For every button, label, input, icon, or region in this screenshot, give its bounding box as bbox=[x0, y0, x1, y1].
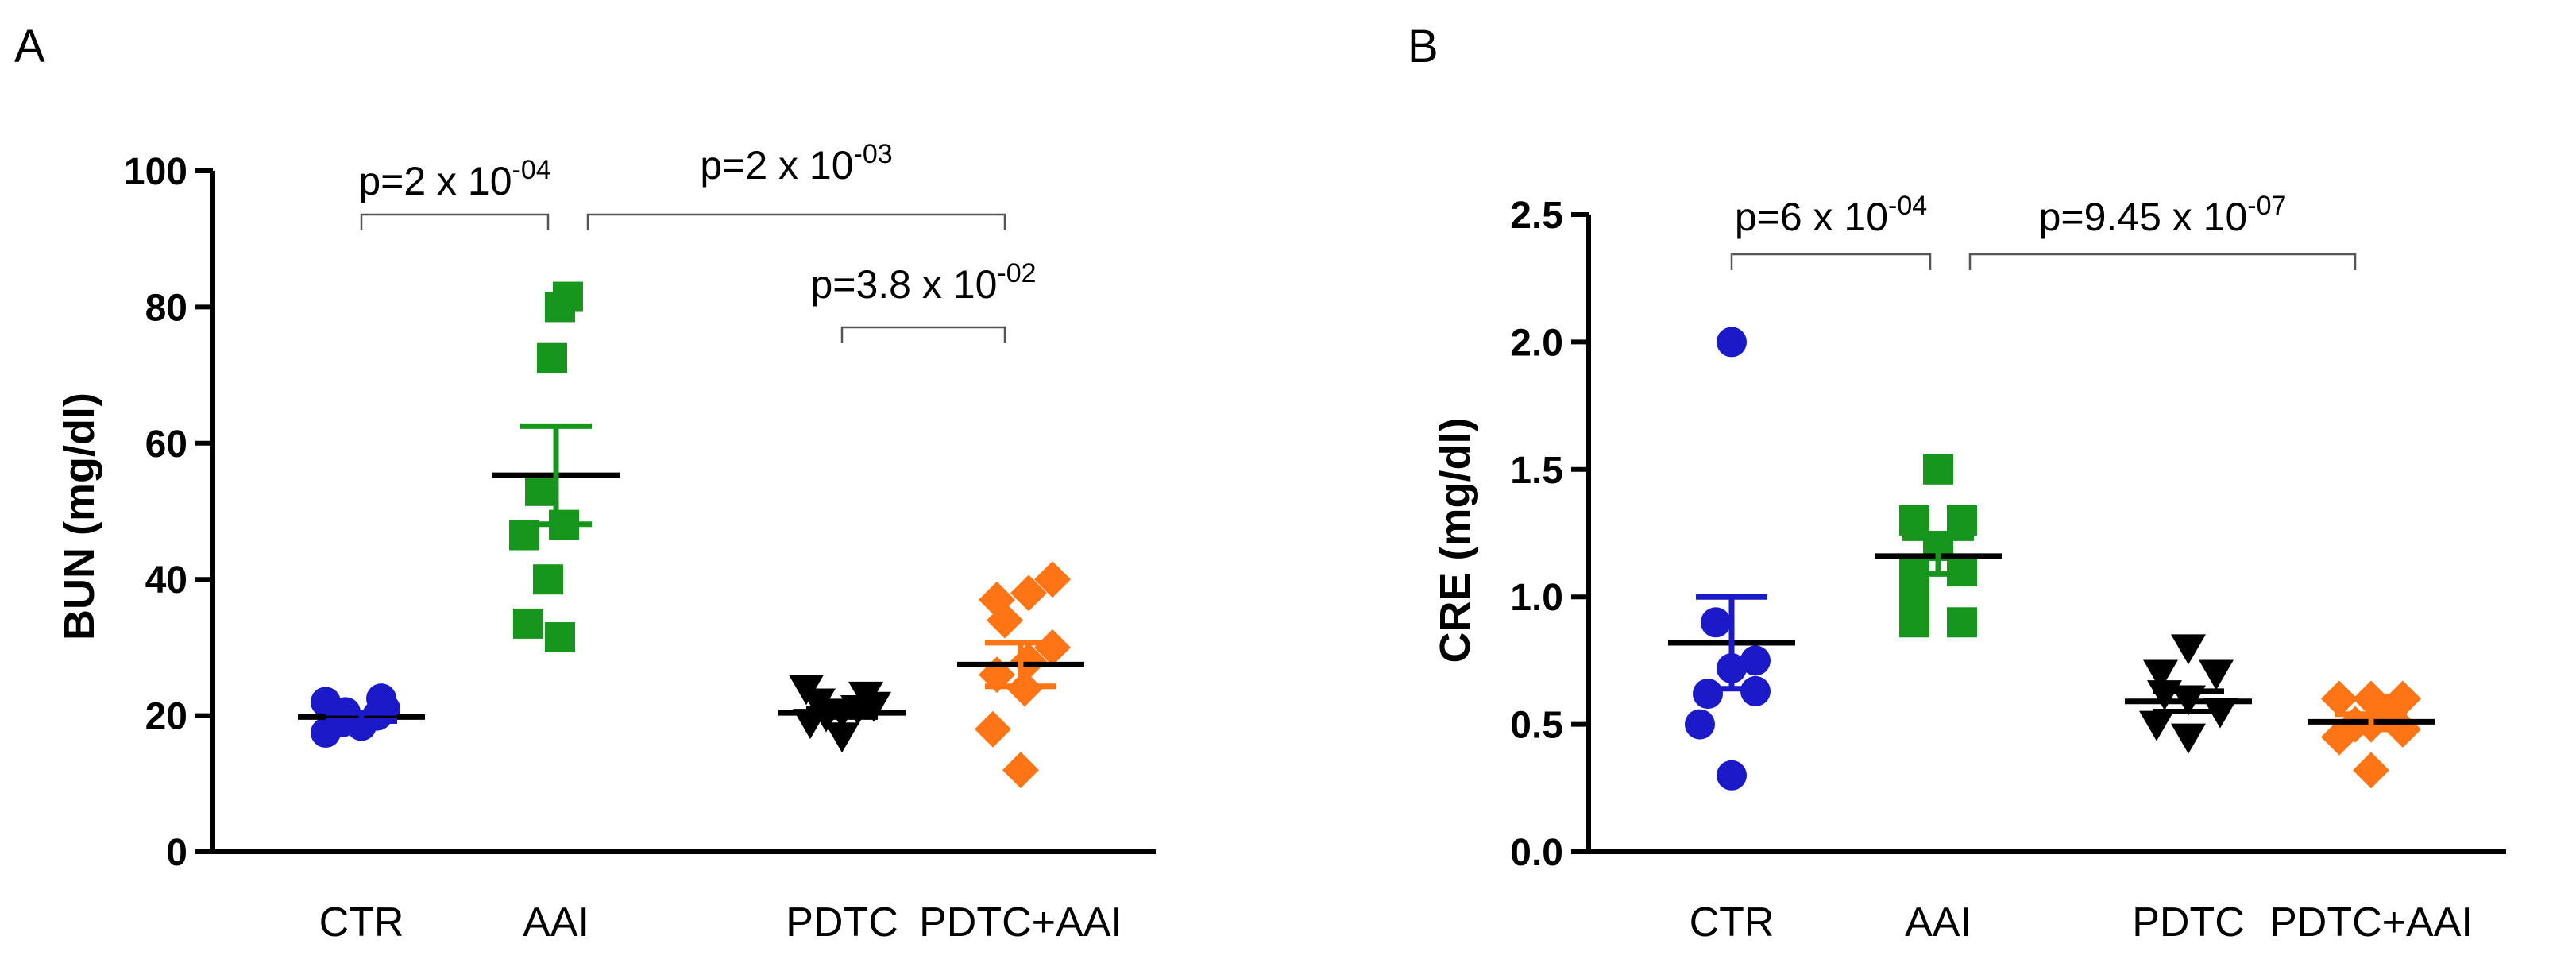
panel-label-b: B bbox=[1408, 21, 1439, 72]
x-tick-label-aai: AAI bbox=[523, 899, 589, 946]
data-point-aai bbox=[1947, 607, 1977, 638]
significance-bracket bbox=[840, 326, 1006, 343]
panel-b: B 0.0 0.5 1.0 1.5 2.0 2.5 CRE (mg/dl) CTR AAI PDT… bbox=[1408, 21, 2506, 946]
data-point-ctr bbox=[1693, 679, 1723, 710]
data-point-pdtc-aai bbox=[1002, 752, 1039, 789]
x-tick-label-pdtc-aai: PDTC+AAI bbox=[919, 899, 1122, 946]
p-value-label: p=2 x 10-04 bbox=[358, 155, 550, 203]
data-point-aai bbox=[545, 622, 575, 653]
data-point-aai bbox=[525, 475, 555, 506]
y-tick-label: 80 bbox=[145, 287, 187, 329]
y-tick-label: 100 bbox=[124, 151, 187, 193]
x-tick-label-ctr: CTR bbox=[319, 899, 404, 946]
y-axis-label: BUN (mg/dl) bbox=[56, 393, 103, 640]
data-point-pdtc-aai bbox=[979, 581, 1015, 618]
y-axis-label: CRE (mg/dl) bbox=[1431, 418, 1479, 663]
panel-a: A 0 20 40 60 80 100 BUN (mg/dl) CTR AAI PDTC PDTC+… bbox=[14, 21, 1156, 946]
p-value-label: p=2 x 10-03 bbox=[700, 139, 892, 188]
data-point-aai bbox=[533, 564, 563, 595]
x-tick-label-pdtc-aai: PDTC+AAI bbox=[2269, 899, 2473, 946]
y-tick-label: 20 bbox=[145, 696, 187, 738]
y-tick-label: 60 bbox=[145, 424, 187, 466]
significance-bracket bbox=[586, 213, 1006, 230]
y-tick-label: 2.0 bbox=[1510, 322, 1563, 364]
panel-label-a: A bbox=[14, 21, 45, 72]
data-point-pdtc bbox=[2171, 723, 2206, 754]
x-tick-label-ctr: CTR bbox=[1690, 899, 1775, 946]
y-tick-label: 40 bbox=[145, 559, 187, 601]
p-value-label: p=9.45 x 10-07 bbox=[2039, 191, 2287, 239]
data-point-ctr bbox=[1740, 645, 1771, 676]
significance-bracket bbox=[1730, 253, 1932, 270]
y-tick-label: 0.5 bbox=[1510, 705, 1563, 747]
data-point-ctr bbox=[1685, 709, 1715, 740]
data-point-pdtc-aai bbox=[2385, 680, 2421, 718]
data-point-aai bbox=[1947, 505, 1977, 536]
data-point-pdtc-aai bbox=[1034, 629, 1071, 666]
data-point-pdtc bbox=[825, 722, 859, 753]
data-point-pdtc-aai bbox=[1010, 574, 1047, 612]
data-point-pdtc-aai bbox=[2321, 680, 2358, 718]
data-point-aai bbox=[1899, 505, 1929, 536]
data-point-aai bbox=[1923, 454, 1953, 485]
data-point-ctr bbox=[1717, 760, 1747, 791]
data-point-pdtc-aai bbox=[2353, 680, 2389, 718]
data-point-pdtc bbox=[789, 675, 824, 706]
data-point-ctr bbox=[311, 687, 341, 718]
data-point-aai bbox=[537, 342, 567, 373]
p-value-label: p=3.8 x 10-02 bbox=[810, 258, 1036, 307]
data-point-aai bbox=[513, 608, 543, 639]
data-point-pdtc bbox=[848, 681, 883, 712]
data-point-ctr bbox=[366, 683, 396, 714]
data-point-ctr bbox=[1701, 607, 1731, 638]
y-tick-label: 0 bbox=[166, 832, 187, 874]
data-point-pdtc-aai bbox=[2353, 752, 2389, 789]
y-tick-label: 1.5 bbox=[1510, 450, 1563, 492]
x-tick-label-pdtc: PDTC bbox=[2132, 899, 2245, 946]
y-tick-label: 0.0 bbox=[1510, 832, 1563, 874]
data-point-aai bbox=[1899, 582, 1929, 613]
data-point-pdtc-aai bbox=[975, 710, 1011, 748]
data-point-aai bbox=[553, 281, 583, 312]
y-tick-label: 2.5 bbox=[1510, 195, 1563, 237]
significance-bracket bbox=[1968, 253, 2357, 270]
data-point-pdtc bbox=[2139, 710, 2174, 741]
data-point-pdtc-aai bbox=[1034, 561, 1071, 598]
p-value-label: p=6 x 10-04 bbox=[1735, 191, 1927, 239]
data-point-pdtc bbox=[2147, 680, 2182, 711]
data-point-pdtc bbox=[2199, 659, 2234, 690]
data-point-pdtc bbox=[2143, 659, 2178, 690]
x-tick-label-pdtc: PDTC bbox=[786, 899, 898, 946]
y-tick-label: 1.0 bbox=[1510, 577, 1563, 619]
significance-bracket bbox=[360, 213, 550, 230]
data-point-ctr bbox=[1717, 327, 1747, 358]
data-point-aai bbox=[1899, 607, 1929, 638]
data-point-pdtc bbox=[2171, 634, 2206, 665]
x-tick-label-aai: AAI bbox=[1905, 899, 1972, 946]
